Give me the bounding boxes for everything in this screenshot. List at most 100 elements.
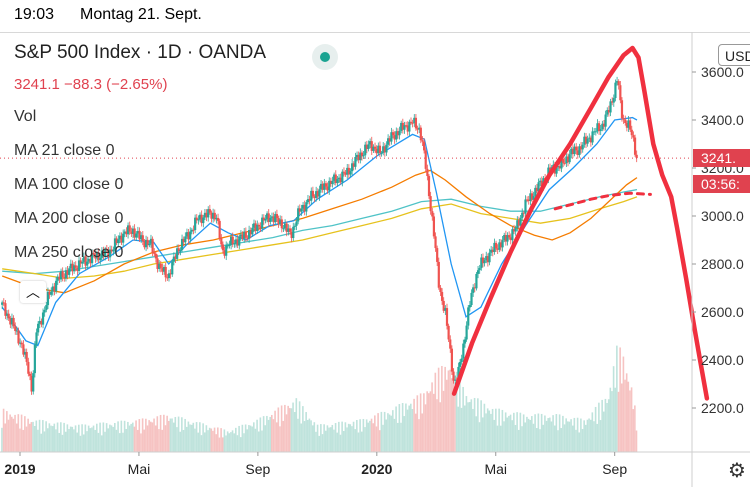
candle-body [594, 131, 597, 133]
candle-body [61, 271, 64, 278]
volume-bar [625, 373, 628, 452]
volume-bar [241, 424, 244, 452]
volume-bar [344, 422, 347, 452]
volume-bar [490, 413, 492, 452]
x-tick-label: 2020 [361, 461, 392, 477]
indicator-ma250[interactable]: MA 250 close 0 [14, 244, 124, 261]
candle-body [579, 146, 583, 150]
candle-body [408, 121, 411, 132]
volume-bar [271, 414, 273, 452]
volume-bar [516, 412, 518, 452]
candle-body [288, 228, 292, 232]
candle-body [73, 265, 76, 272]
candle-body [319, 183, 323, 190]
candle-body [329, 180, 332, 185]
volume-bar [146, 425, 149, 452]
volume-bar [617, 391, 620, 452]
candle-body [483, 260, 486, 264]
candle-body [122, 233, 125, 243]
candle-body [265, 213, 269, 219]
candle-body [462, 343, 465, 359]
indicator-ma21[interactable]: MA 21 close 0 [14, 142, 115, 159]
candle-body [140, 235, 143, 240]
volume-bar [375, 426, 378, 452]
volume-bar [354, 429, 357, 452]
volume-bar [300, 423, 303, 452]
candle-body [53, 286, 56, 292]
candle-body [570, 148, 573, 155]
collapse-legend-button[interactable]: ︿ [20, 281, 46, 303]
candle-body [413, 117, 416, 124]
volume-bar [526, 416, 528, 452]
volume-bar [545, 420, 548, 452]
volume-bar [336, 432, 339, 452]
candle-body [48, 291, 51, 295]
candle-body [472, 287, 475, 293]
volume-bar [413, 398, 415, 452]
candle-body [414, 117, 418, 129]
candle-body [5, 313, 9, 316]
volume-bar [598, 402, 600, 452]
volume-bar [190, 424, 193, 452]
volume-bar [589, 419, 592, 452]
indicator-vol[interactable]: Vol [14, 108, 37, 125]
volume-bar [504, 412, 507, 452]
market-status-icon[interactable] [312, 44, 338, 70]
candle-body [344, 172, 347, 175]
candle-body [342, 171, 346, 173]
candle-body [606, 110, 609, 115]
x-tick-label: Sep [245, 461, 270, 477]
volume-bar [529, 419, 531, 452]
currency-button[interactable]: USD [718, 44, 750, 66]
volume-bar [316, 424, 319, 452]
volume-bar [499, 425, 502, 452]
candle-body [259, 226, 262, 229]
candle-body [274, 214, 277, 223]
chart-area[interactable]: 2200.0 2400.0 2600.0 2800.0 3000.0 3200.0 3400… [0, 32, 750, 487]
volume-bar [244, 424, 247, 452]
status-bar: 19:03 Montag 21. Sept. [0, 0, 750, 32]
volume-bar [334, 423, 337, 452]
y-tick-label: 2400.0 [701, 352, 744, 368]
settings-gear-icon[interactable]: ⚙ [728, 460, 746, 482]
indicator-ma100[interactable]: MA 100 close 0 [14, 176, 124, 193]
candle-body [629, 120, 632, 130]
volume-bar [181, 417, 183, 452]
candle-body [207, 209, 210, 218]
candle-body [300, 208, 303, 212]
volume-bar [78, 424, 80, 452]
candle-body [602, 123, 606, 127]
candle-body [620, 100, 624, 119]
volume-bar [12, 418, 15, 452]
volume-bar [246, 429, 249, 452]
volume-bar [498, 408, 500, 452]
volume-bar [32, 421, 34, 452]
candle-body [346, 167, 349, 175]
candle-body [213, 212, 216, 220]
volume-bar [79, 435, 82, 452]
volume-bar [96, 423, 98, 452]
candle-body [468, 305, 471, 308]
candle-body [511, 229, 514, 241]
candle-body [35, 332, 38, 345]
x-tick-label: Sep [602, 461, 627, 477]
volume-bar [185, 426, 188, 452]
volume-bar [593, 421, 595, 452]
candle-body [123, 231, 126, 234]
candle-body [377, 145, 380, 154]
candle-body [156, 258, 159, 269]
candle-body [210, 212, 213, 219]
indicator-ma200[interactable]: MA 200 close 0 [14, 210, 124, 227]
volume-bar [259, 417, 262, 452]
volume-bar [84, 424, 87, 452]
chart-svg[interactable]: 2200.02400.02600.02800.03000.03200.03400… [0, 32, 750, 487]
volume-bar [460, 407, 463, 452]
volume-bar [459, 378, 461, 452]
candle-body [326, 186, 329, 191]
candle-body [504, 235, 507, 242]
candle-body [514, 228, 517, 232]
candle-body [447, 325, 450, 340]
candle-body [614, 82, 617, 99]
volume-bar [544, 415, 546, 452]
candle-body [583, 136, 586, 145]
